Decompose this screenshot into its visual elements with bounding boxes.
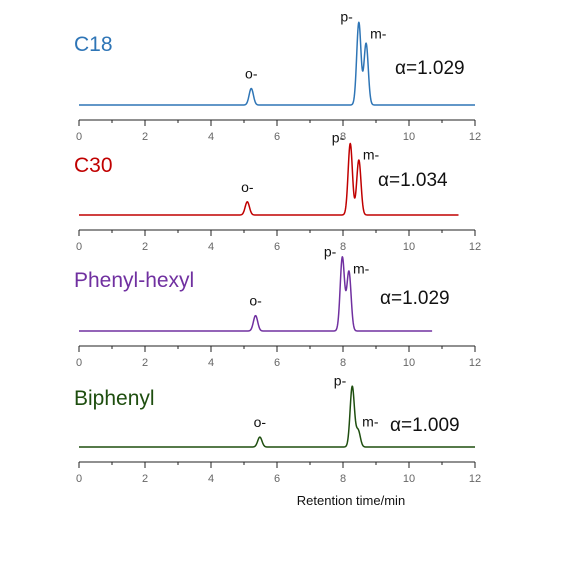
x-tick-label: 2 (142, 473, 148, 485)
series-line (78, 142, 459, 216)
peak-label: o- (241, 179, 254, 195)
x-tick-label: 8 (340, 357, 346, 369)
chart-panel-4: Biphenyl o-p-m-α=1.009 0 2 4 6 8 10 12 Retention … (74, 373, 481, 509)
chart-title: C18 (74, 33, 113, 56)
peak-label: p- (340, 9, 353, 25)
chart-panel-3: Phenyl-hexyl o-p-m-α=1.029 0 2 4 6 8 10 12 (74, 243, 481, 369)
x-tick-label: 0 (76, 131, 82, 143)
chart-panel-1: C18 o-p-m-α=1.029 0 2 4 6 8 10 12 (74, 9, 481, 144)
x-tick-label: 12 (469, 131, 481, 143)
x-tick-label: 12 (469, 357, 481, 369)
x-tick-label: 6 (274, 357, 280, 369)
peak-label: m- (370, 26, 387, 42)
x-tick-label: 2 (142, 131, 148, 143)
chart-title: Phenyl-hexyl (74, 269, 194, 292)
peak-label: p- (334, 373, 347, 389)
peak-label: p- (324, 243, 337, 259)
x-axis-label: Retention time/min (297, 493, 405, 508)
x-tick-label: 6 (274, 473, 280, 485)
peak-label: m- (363, 147, 380, 163)
peak-label: m- (353, 260, 370, 276)
x-tick-label: 6 (274, 241, 280, 253)
chart-title: Biphenyl (74, 387, 155, 410)
x-tick-label: 8 (340, 131, 346, 143)
x-tick-label: 10 (403, 241, 415, 253)
alpha-annotation: α=1.034 (378, 170, 448, 191)
x-tick-label: 4 (208, 357, 214, 369)
x-tick-label: 2 (142, 357, 148, 369)
x-tick-label: 12 (469, 473, 481, 485)
x-tick-label: 4 (208, 473, 214, 485)
x-tick-label: 10 (403, 357, 415, 369)
x-tick-label: 4 (208, 241, 214, 253)
x-tick-label: 0 (76, 241, 82, 253)
series-line (78, 21, 476, 106)
x-tick-label: 8 (340, 473, 346, 485)
peak-label: p- (332, 130, 345, 146)
peak-label: o- (249, 293, 262, 309)
x-tick-label: 12 (469, 241, 481, 253)
series-line (78, 385, 476, 448)
series-line (78, 256, 433, 332)
x-tick-label: 10 (403, 131, 415, 143)
alpha-annotation: α=1.029 (395, 58, 465, 79)
chart-title: C30 (74, 154, 113, 177)
x-tick-label: 6 (274, 131, 280, 143)
x-tick-label: 4 (208, 131, 214, 143)
chart-panel-2: C30 o-p-m-α=1.034 0 2 4 6 8 10 12 (74, 130, 481, 254)
peak-label: o- (245, 66, 258, 82)
alpha-annotation: α=1.009 (390, 415, 460, 436)
peak-label: o- (254, 414, 267, 430)
x-tick-label: 10 (403, 473, 415, 485)
x-tick-label: 2 (142, 241, 148, 253)
x-tick-label: 0 (76, 357, 82, 369)
peak-label: m- (362, 414, 379, 430)
alpha-annotation: α=1.029 (380, 288, 450, 309)
x-tick-label: 8 (340, 241, 346, 253)
x-tick-label: 0 (76, 473, 82, 485)
